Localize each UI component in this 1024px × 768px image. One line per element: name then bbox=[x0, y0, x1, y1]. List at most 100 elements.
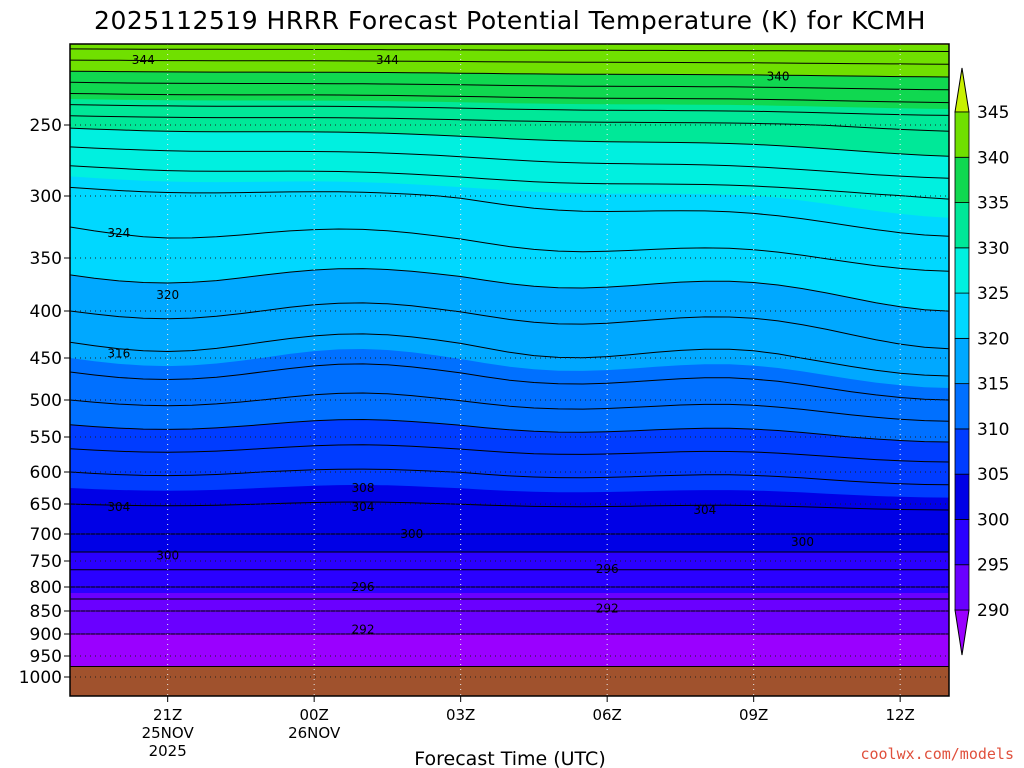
colorbar-segment-325 bbox=[954, 247, 970, 294]
colorbar-segment-300 bbox=[954, 473, 970, 520]
colorbar-label-340: 340 bbox=[977, 148, 1009, 168]
y-tick-label-250: 250 bbox=[30, 116, 62, 136]
x-tick-label-12Z: 12Z bbox=[885, 706, 914, 724]
contour-label-3: 324 bbox=[107, 226, 130, 240]
y-tick-label-1000: 1000 bbox=[19, 668, 62, 688]
plot-area: 344 344 340 324 320 316 308 304 304 304 300 300 300 2… bbox=[70, 44, 949, 696]
chart-title: 2025112519 HRRR Forecast Potential Tempe… bbox=[94, 6, 926, 35]
contour-line-306 bbox=[70, 468, 949, 486]
contour-line-312 bbox=[70, 392, 949, 422]
contour-line-314 bbox=[70, 363, 949, 401]
x-tick-label-00Z: 00Z bbox=[299, 706, 328, 724]
contour-line-344 bbox=[70, 48, 949, 52]
contour-label-8: 304 bbox=[352, 500, 375, 514]
contour-line-310 bbox=[70, 418, 949, 443]
x-tick-label-2025: 2025 bbox=[149, 742, 187, 760]
contour-label-1: 344 bbox=[376, 53, 399, 67]
contour-line-308 bbox=[70, 444, 949, 463]
contour-line-324 bbox=[70, 186, 949, 237]
y-tick-label-600: 600 bbox=[30, 463, 62, 483]
y-tick-label-950: 950 bbox=[30, 647, 62, 667]
colorbar-segment-335 bbox=[954, 156, 970, 203]
x-tick-label-06Z: 06Z bbox=[592, 706, 621, 724]
ground-below-surface bbox=[70, 666, 949, 696]
contour-label-14: 296 bbox=[352, 580, 375, 594]
colorbar-label-320: 320 bbox=[977, 329, 1009, 349]
contour-label-12: 300 bbox=[156, 549, 179, 563]
contour-label-11: 300 bbox=[791, 535, 814, 549]
colorbar: 290 295 300 305 310 315 320 325 330 335 340 345 bbox=[954, 67, 1009, 656]
colorbar-label-345: 345 bbox=[977, 103, 1009, 123]
colorbar-label-295: 295 bbox=[977, 556, 1009, 576]
contour-line-328 bbox=[70, 146, 949, 179]
colorbar-label-315: 315 bbox=[977, 375, 1009, 395]
contour-label-7: 304 bbox=[107, 500, 130, 514]
y-tick-label-650: 650 bbox=[30, 495, 62, 515]
colorbar-segment-340 bbox=[954, 111, 970, 158]
contour-label-2: 340 bbox=[767, 69, 790, 83]
colorbar-segment-290 bbox=[954, 564, 970, 611]
source-credit: coolwx.com/models bbox=[860, 745, 1014, 763]
contour-lines bbox=[70, 44, 949, 667]
y-tick-label-500: 500 bbox=[30, 391, 62, 411]
contour-label-5: 316 bbox=[107, 346, 130, 360]
filled-contour-bands bbox=[70, 44, 949, 696]
x-tick-label-25NOV: 25NOV bbox=[142, 724, 195, 742]
y-tick-label-450: 450 bbox=[30, 349, 62, 369]
y-axis-ticks: 250 300 350 400 450 500 550 600 650 700 750 800 850 9… bbox=[19, 116, 70, 688]
y-tick-label-850: 850 bbox=[30, 602, 62, 622]
colorbar-segment-320 bbox=[954, 292, 970, 339]
colorbar-label-305: 305 bbox=[977, 465, 1009, 485]
x-tick-label-21Z: 21Z bbox=[153, 706, 182, 724]
contour-line-318 bbox=[70, 302, 949, 350]
contour-line-304 bbox=[70, 501, 949, 511]
contour-line-338 bbox=[70, 81, 949, 91]
contour-label-4: 320 bbox=[156, 288, 179, 302]
y-tick-label-400: 400 bbox=[30, 302, 62, 322]
contour-line-316 bbox=[70, 333, 949, 377]
colorbar-label-290: 290 bbox=[977, 601, 1009, 621]
contour-line-340 bbox=[70, 70, 949, 78]
contour-label-15: 292 bbox=[596, 602, 619, 616]
colorbar-segment-310 bbox=[954, 383, 970, 430]
y-tick-label-300: 300 bbox=[30, 187, 62, 207]
contour-label-16: 292 bbox=[352, 622, 375, 636]
x-tick-label-03Z: 03Z bbox=[446, 706, 475, 724]
y-tick-label-550: 550 bbox=[30, 428, 62, 448]
contour-line-342 bbox=[70, 59, 949, 65]
contour-label-10: 300 bbox=[400, 527, 423, 541]
contour-line-332 bbox=[70, 115, 949, 132]
colorbar-label-310: 310 bbox=[977, 420, 1009, 440]
contour-line-326 bbox=[70, 165, 949, 200]
y-tick-label-900: 900 bbox=[30, 625, 62, 645]
contour-line-336 bbox=[70, 93, 949, 104]
y-tick-label-700: 700 bbox=[30, 525, 62, 545]
y-tick-label-800: 800 bbox=[30, 578, 62, 598]
y-tick-label-750: 750 bbox=[30, 552, 62, 572]
x-tick-label-09Z: 09Z bbox=[739, 706, 768, 724]
contour-line-334 bbox=[70, 104, 949, 116]
contour-labels: 344 344 340 324 320 316 308 304 304 304 300 300 300 2… bbox=[107, 53, 814, 636]
contour-line-320 bbox=[70, 268, 949, 312]
contour-label-6: 308 bbox=[352, 481, 375, 495]
contour-label-13: 296 bbox=[596, 562, 619, 576]
x-tick-label-26NOV: 26NOV bbox=[288, 724, 341, 742]
colorbar-label-330: 330 bbox=[977, 239, 1009, 259]
y-tick-label-350: 350 bbox=[30, 249, 62, 269]
contour-line-322 bbox=[70, 226, 949, 272]
contour-label-0: 344 bbox=[132, 53, 155, 67]
plot-frame bbox=[69, 43, 950, 697]
colorbar-label-300: 300 bbox=[977, 510, 1009, 530]
colorbar-segment-305 bbox=[954, 428, 970, 475]
colorbar-segment-295 bbox=[954, 519, 970, 566]
colorbar-label-335: 335 bbox=[977, 194, 1009, 214]
x-axis-label: Forecast Time (UTC) bbox=[414, 748, 605, 768]
colorbar-label-325: 325 bbox=[977, 284, 1009, 304]
colorbar-segment-315 bbox=[954, 337, 970, 385]
colorbar-segment-330 bbox=[954, 202, 970, 249]
contour-label-9: 304 bbox=[693, 503, 716, 517]
contour-line-330 bbox=[70, 127, 949, 157]
gridlines bbox=[70, 44, 949, 696]
